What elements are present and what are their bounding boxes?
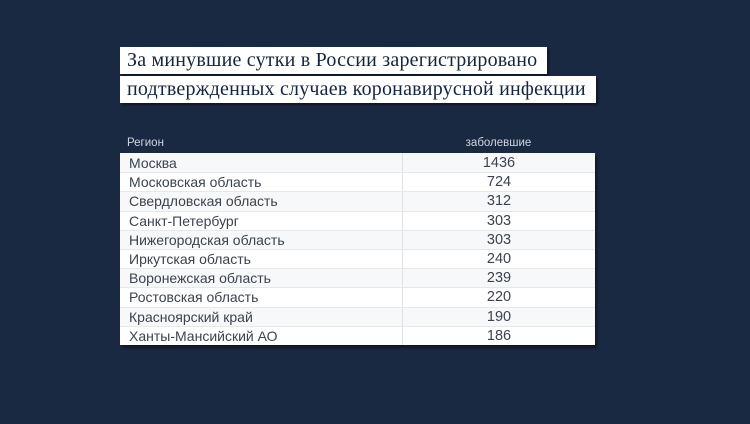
region-cell: Москва [129, 154, 177, 171]
value-cell: 303 [402, 211, 595, 230]
table-row: Иркутская область 240 [120, 248, 595, 269]
table-column-labels: Регион заболевшие [120, 134, 595, 151]
value-cell: 724 [402, 173, 595, 192]
value-cell: 220 [402, 288, 595, 307]
region-cell: Красноярский край [129, 308, 253, 325]
region-cell: Свердловская область [129, 193, 278, 210]
value-cell: 186 [402, 326, 595, 345]
value-cell: 303 [402, 230, 595, 249]
table-row: Москва 1436 [120, 153, 595, 173]
region-cell: Московская область [129, 174, 262, 191]
table-row: Воронежская область 239 [120, 268, 595, 288]
region-cell: Нижегородская область [129, 231, 285, 248]
value-cell: 240 [402, 249, 595, 269]
value-cell: 190 [402, 307, 595, 326]
table-row: Московская область 724 [120, 172, 595, 192]
data-table: Москва 1436 Московская область 724 Сверд… [120, 153, 595, 345]
table-row: Санкт-Петербург 303 [120, 210, 595, 230]
table-row: Ростовская область 220 [120, 287, 595, 307]
table-row: Ханты-Мансийский АО 186 [120, 325, 595, 345]
value-cell: 1436 [402, 153, 595, 173]
region-cell: Санкт-Петербург [129, 212, 239, 229]
value-cell: 312 [402, 192, 595, 211]
headline-line-2: подтвержденных случаев коронавирусной ин… [120, 76, 596, 103]
headline-line-1: За минувшие сутки в России зарегистриров… [120, 47, 548, 74]
headline: За минувшие сутки в России зарегистриров… [120, 47, 596, 105]
value-cell: 239 [402, 269, 595, 288]
region-cell: Воронежская область [129, 270, 271, 287]
column-header-infected: заболевшие [465, 137, 532, 149]
region-cell: Ханты-Мансийский АО [129, 327, 278, 344]
region-cell: Ростовская область [129, 289, 259, 306]
table-row: Нижегородская область 303 [120, 229, 595, 249]
table-row: Свердловская область 312 [120, 191, 595, 211]
region-cell: Иркутская область [129, 251, 251, 268]
table-row: Красноярский край 190 [120, 306, 595, 326]
column-header-region: Регион [127, 137, 164, 149]
